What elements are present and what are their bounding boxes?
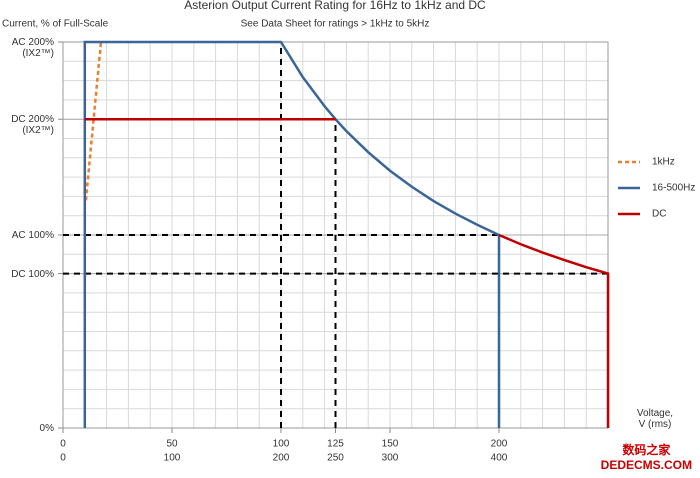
x-tick-label: 50 [166, 439, 178, 450]
legend-label: DC [652, 209, 666, 220]
y-tick-label: DC 200% (IX2™) [11, 114, 54, 137]
y-tick-label: DC 100% [11, 268, 54, 280]
x2-tick-label: 400 [491, 453, 508, 464]
x2-tick-label: 250 [327, 453, 344, 464]
subtitle: See Data Sheet for ratings > 1kHz to 5kH… [241, 19, 430, 30]
series-line [84, 41, 103, 201]
watermark: 数码之家 DEDECMS.COM [600, 443, 692, 472]
legend-label: 16-500Hz [652, 183, 695, 194]
x-tick-label: 125 [327, 439, 344, 450]
x2-tick-label: 100 [164, 453, 181, 464]
x-tick-label: 200 [491, 439, 508, 450]
x2-tick-label: 0 [60, 453, 66, 464]
y-tick-label: 0% [39, 423, 54, 434]
series-line [84, 117, 610, 428]
x-tick-label: 100 [273, 439, 290, 450]
y-axis-title: Current, % of Full-Scale [2, 19, 109, 30]
x-tick-label: 0 [60, 439, 66, 450]
y-tick-label: AC 100% [11, 230, 54, 241]
x-tick-label: 150 [382, 439, 399, 450]
series-line [83, 40, 501, 428]
legend-label: 1kHz [652, 157, 675, 168]
x-axis-title: Voltage, V (rms) [636, 408, 674, 430]
x2-tick-label: 300 [382, 453, 399, 464]
x2-tick-label: 200 [273, 453, 290, 464]
y-tick-label: AC 200% (IX2™) [11, 37, 54, 59]
chart-title: Asterion Output Current Rating for 16Hz … [184, 0, 486, 12]
